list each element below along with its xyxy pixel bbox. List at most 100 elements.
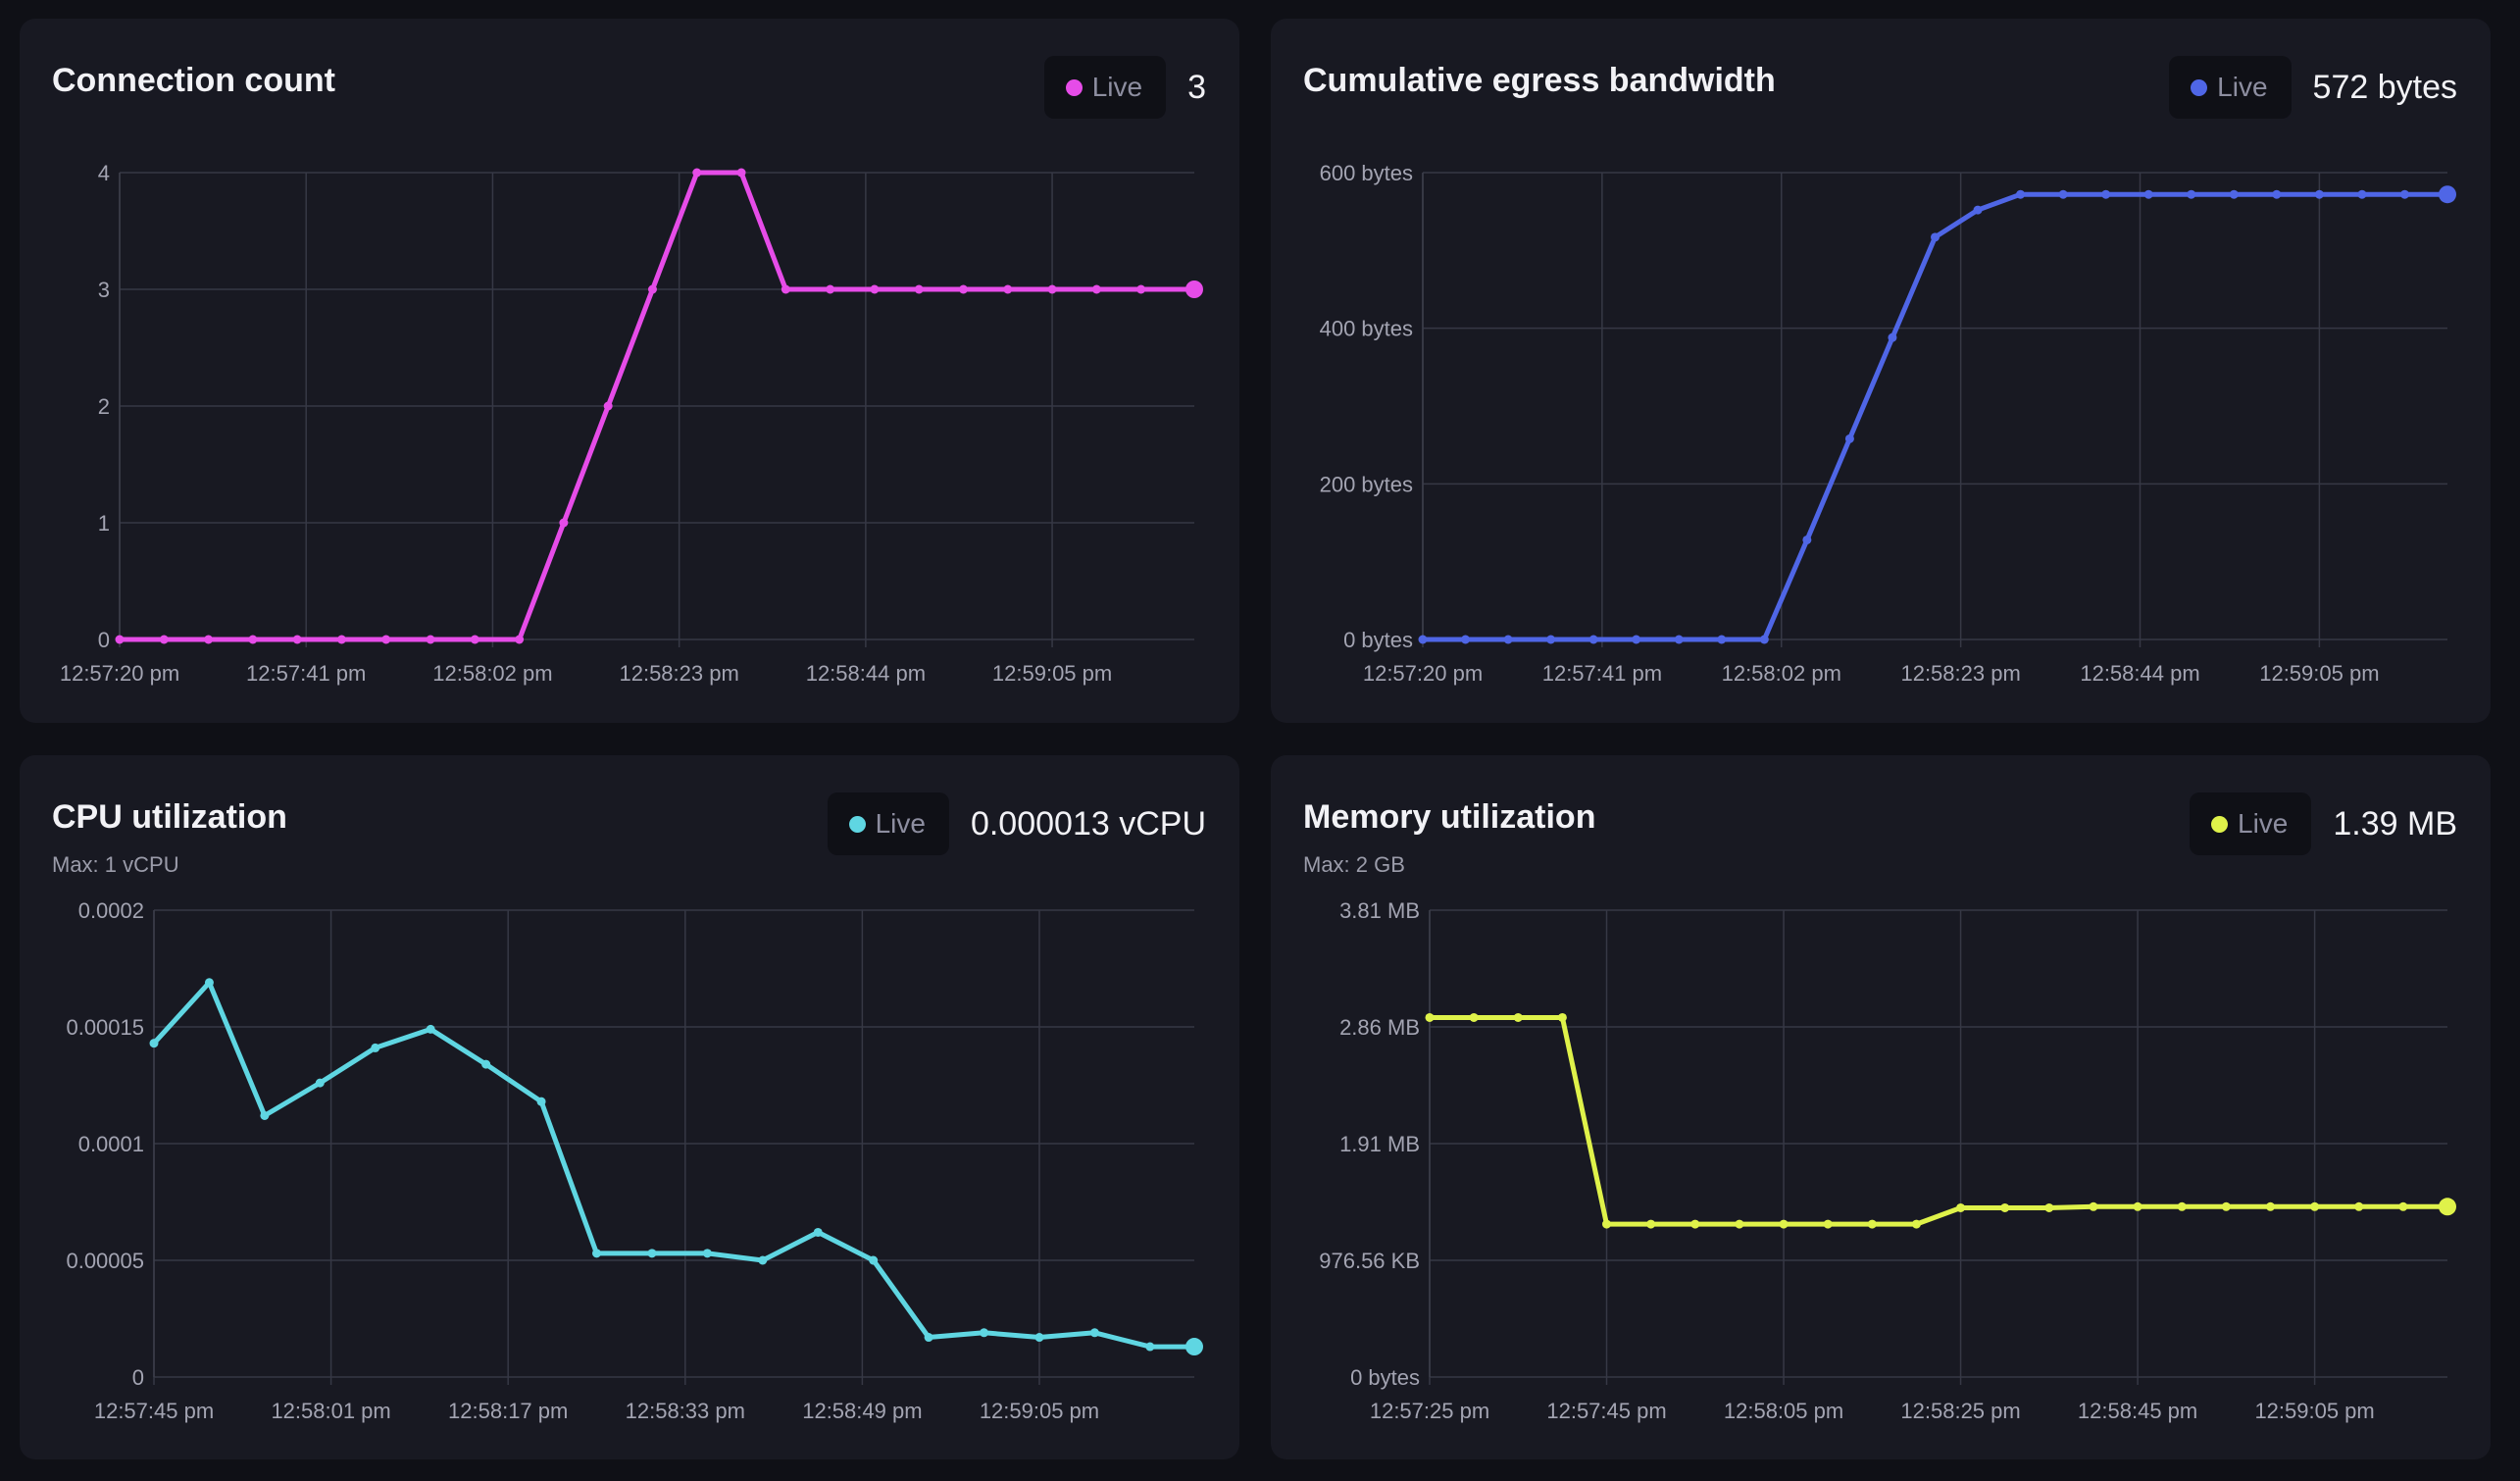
data-point: [1418, 635, 1428, 644]
data-point: [647, 1249, 657, 1258]
data-point: [481, 1059, 491, 1069]
data-point: [426, 635, 435, 644]
live-badge[interactable]: Live: [2190, 792, 2312, 855]
live-dot-icon: [1065, 78, 1083, 96]
data-point: [2089, 1201, 2098, 1211]
x-tick-label: 12:57:45 pm: [94, 1399, 214, 1423]
y-tick-label: 0 bytes: [1350, 1365, 1420, 1390]
data-point: [2310, 1201, 2320, 1211]
data-point: [2187, 189, 2196, 199]
panel-status: Live 1.39 MB: [2190, 792, 2457, 855]
panel-status: Live 572 bytes: [2169, 56, 2457, 119]
data-point: [1646, 1219, 1656, 1229]
data-point: [1888, 332, 1897, 342]
live-label: Live: [875, 808, 926, 839]
data-point: [647, 284, 657, 294]
current-value: 572 bytes: [2312, 68, 2457, 106]
series-line: [151, 980, 1197, 1350]
data-point: [870, 284, 880, 294]
data-point: [603, 401, 613, 411]
x-tick-label: 12:57:41 pm: [1542, 661, 1662, 686]
data-point: [826, 284, 835, 294]
data-point: [813, 1227, 823, 1237]
live-label: Live: [2217, 72, 2268, 102]
y-tick-label: 2: [98, 394, 110, 419]
data-point: [381, 635, 391, 644]
data-point: [1047, 284, 1057, 294]
data-point: [536, 1097, 546, 1106]
data-point: [2272, 189, 2282, 199]
data-point: [292, 635, 302, 644]
latest-point: [1185, 281, 1203, 298]
x-tick-label: 12:58:01 pm: [271, 1399, 390, 1423]
live-dot-icon: [2191, 78, 2208, 96]
data-point: [1034, 1333, 1044, 1343]
live-badge[interactable]: Live: [1043, 56, 1167, 119]
data-point: [2229, 189, 2239, 199]
chart-panel-egress-bandwidth: Cumulative egress bandwidth Live 572 byt…: [1271, 19, 2491, 723]
data-point: [2221, 1201, 2231, 1211]
y-tick-label: 600 bytes: [1320, 161, 1413, 185]
data-point: [1513, 1012, 1523, 1022]
data-point: [559, 518, 569, 528]
x-tick-label: 12:58:33 pm: [626, 1399, 745, 1423]
data-point: [1956, 1202, 1966, 1212]
x-tick-label: 12:58:02 pm: [432, 661, 552, 686]
data-point: [1546, 635, 1556, 644]
live-dot-icon: [2211, 815, 2228, 833]
x-tick-label: 12:57:25 pm: [1370, 1399, 1489, 1423]
data-point: [2177, 1201, 2187, 1211]
data-point: [1003, 284, 1013, 294]
panel-status: Live 0.000013 vCPU: [827, 792, 1206, 855]
data-point: [1717, 635, 1727, 644]
series-line: [1427, 1015, 2450, 1227]
data-point: [1469, 1012, 1479, 1022]
data-point: [1779, 1219, 1789, 1229]
x-tick-label: 12:58:05 pm: [1724, 1399, 1843, 1423]
data-point: [1735, 1219, 1744, 1229]
data-point: [2357, 189, 2367, 199]
panel-status: Live 3: [1043, 56, 1206, 119]
x-tick-label: 12:58:23 pm: [619, 661, 738, 686]
data-point: [1911, 1219, 1921, 1229]
latest-point: [1185, 1338, 1203, 1356]
data-point: [781, 284, 790, 294]
x-tick-label: 12:58:49 pm: [802, 1399, 922, 1423]
panel-title: CPU utilization: [52, 798, 287, 836]
grid: [1429, 909, 2447, 1385]
data-point: [924, 1333, 933, 1343]
live-badge[interactable]: Live: [827, 792, 949, 855]
current-value: 1.39 MB: [2333, 804, 2457, 843]
grid: [119, 172, 1194, 647]
data-point: [2044, 1202, 2054, 1212]
live-badge[interactable]: Live: [2169, 56, 2292, 119]
live-label: Live: [2238, 808, 2289, 839]
data-point: [260, 1110, 270, 1120]
line-chart[interactable]: 0 bytes 200 bytes 400 bytes 600 bytes 12:57:…: [1271, 19, 2491, 723]
data-point: [1973, 205, 1983, 215]
data-point: [1089, 1328, 1099, 1338]
data-point: [980, 1328, 989, 1338]
y-tick-label: 2.86 MB: [1339, 1015, 1420, 1040]
x-tick-label: 12:58:23 pm: [1900, 661, 2020, 686]
chart-panel-memory-utilization: Memory utilization Max: 2 GB Live 1.39 M…: [1271, 755, 2491, 1459]
live-dot-icon: [848, 815, 866, 833]
line-chart[interactable]: 0 1 2 3 4 12:57:20 pm 12:57:41 pm 12:58:02 pm 12…: [20, 19, 1239, 723]
y-tick-label: 4: [98, 161, 110, 185]
data-point: [1461, 635, 1471, 644]
y-tick-label: 400 bytes: [1320, 317, 1413, 341]
y-tick-label: 0: [132, 1365, 144, 1390]
data-point: [426, 1024, 435, 1034]
data-point: [371, 1043, 380, 1052]
grid: [1422, 172, 2447, 647]
data-point: [159, 635, 169, 644]
data-point: [1503, 635, 1513, 644]
data-point: [914, 284, 924, 294]
line-chart[interactable]: 0 0.00005 0.0001 0.00015 0.0002 12:57:45 pm 12…: [20, 755, 1239, 1459]
y-tick-label: 3: [98, 278, 110, 302]
data-point: [958, 284, 968, 294]
data-point: [758, 1255, 768, 1265]
line-chart[interactable]: 0 bytes 976.56 KB 1.91 MB 2.86 MB 3.81 MB 12:…: [1271, 755, 2491, 1459]
data-point: [2016, 189, 2026, 199]
x-tick-label: 12:57:41 pm: [246, 661, 366, 686]
